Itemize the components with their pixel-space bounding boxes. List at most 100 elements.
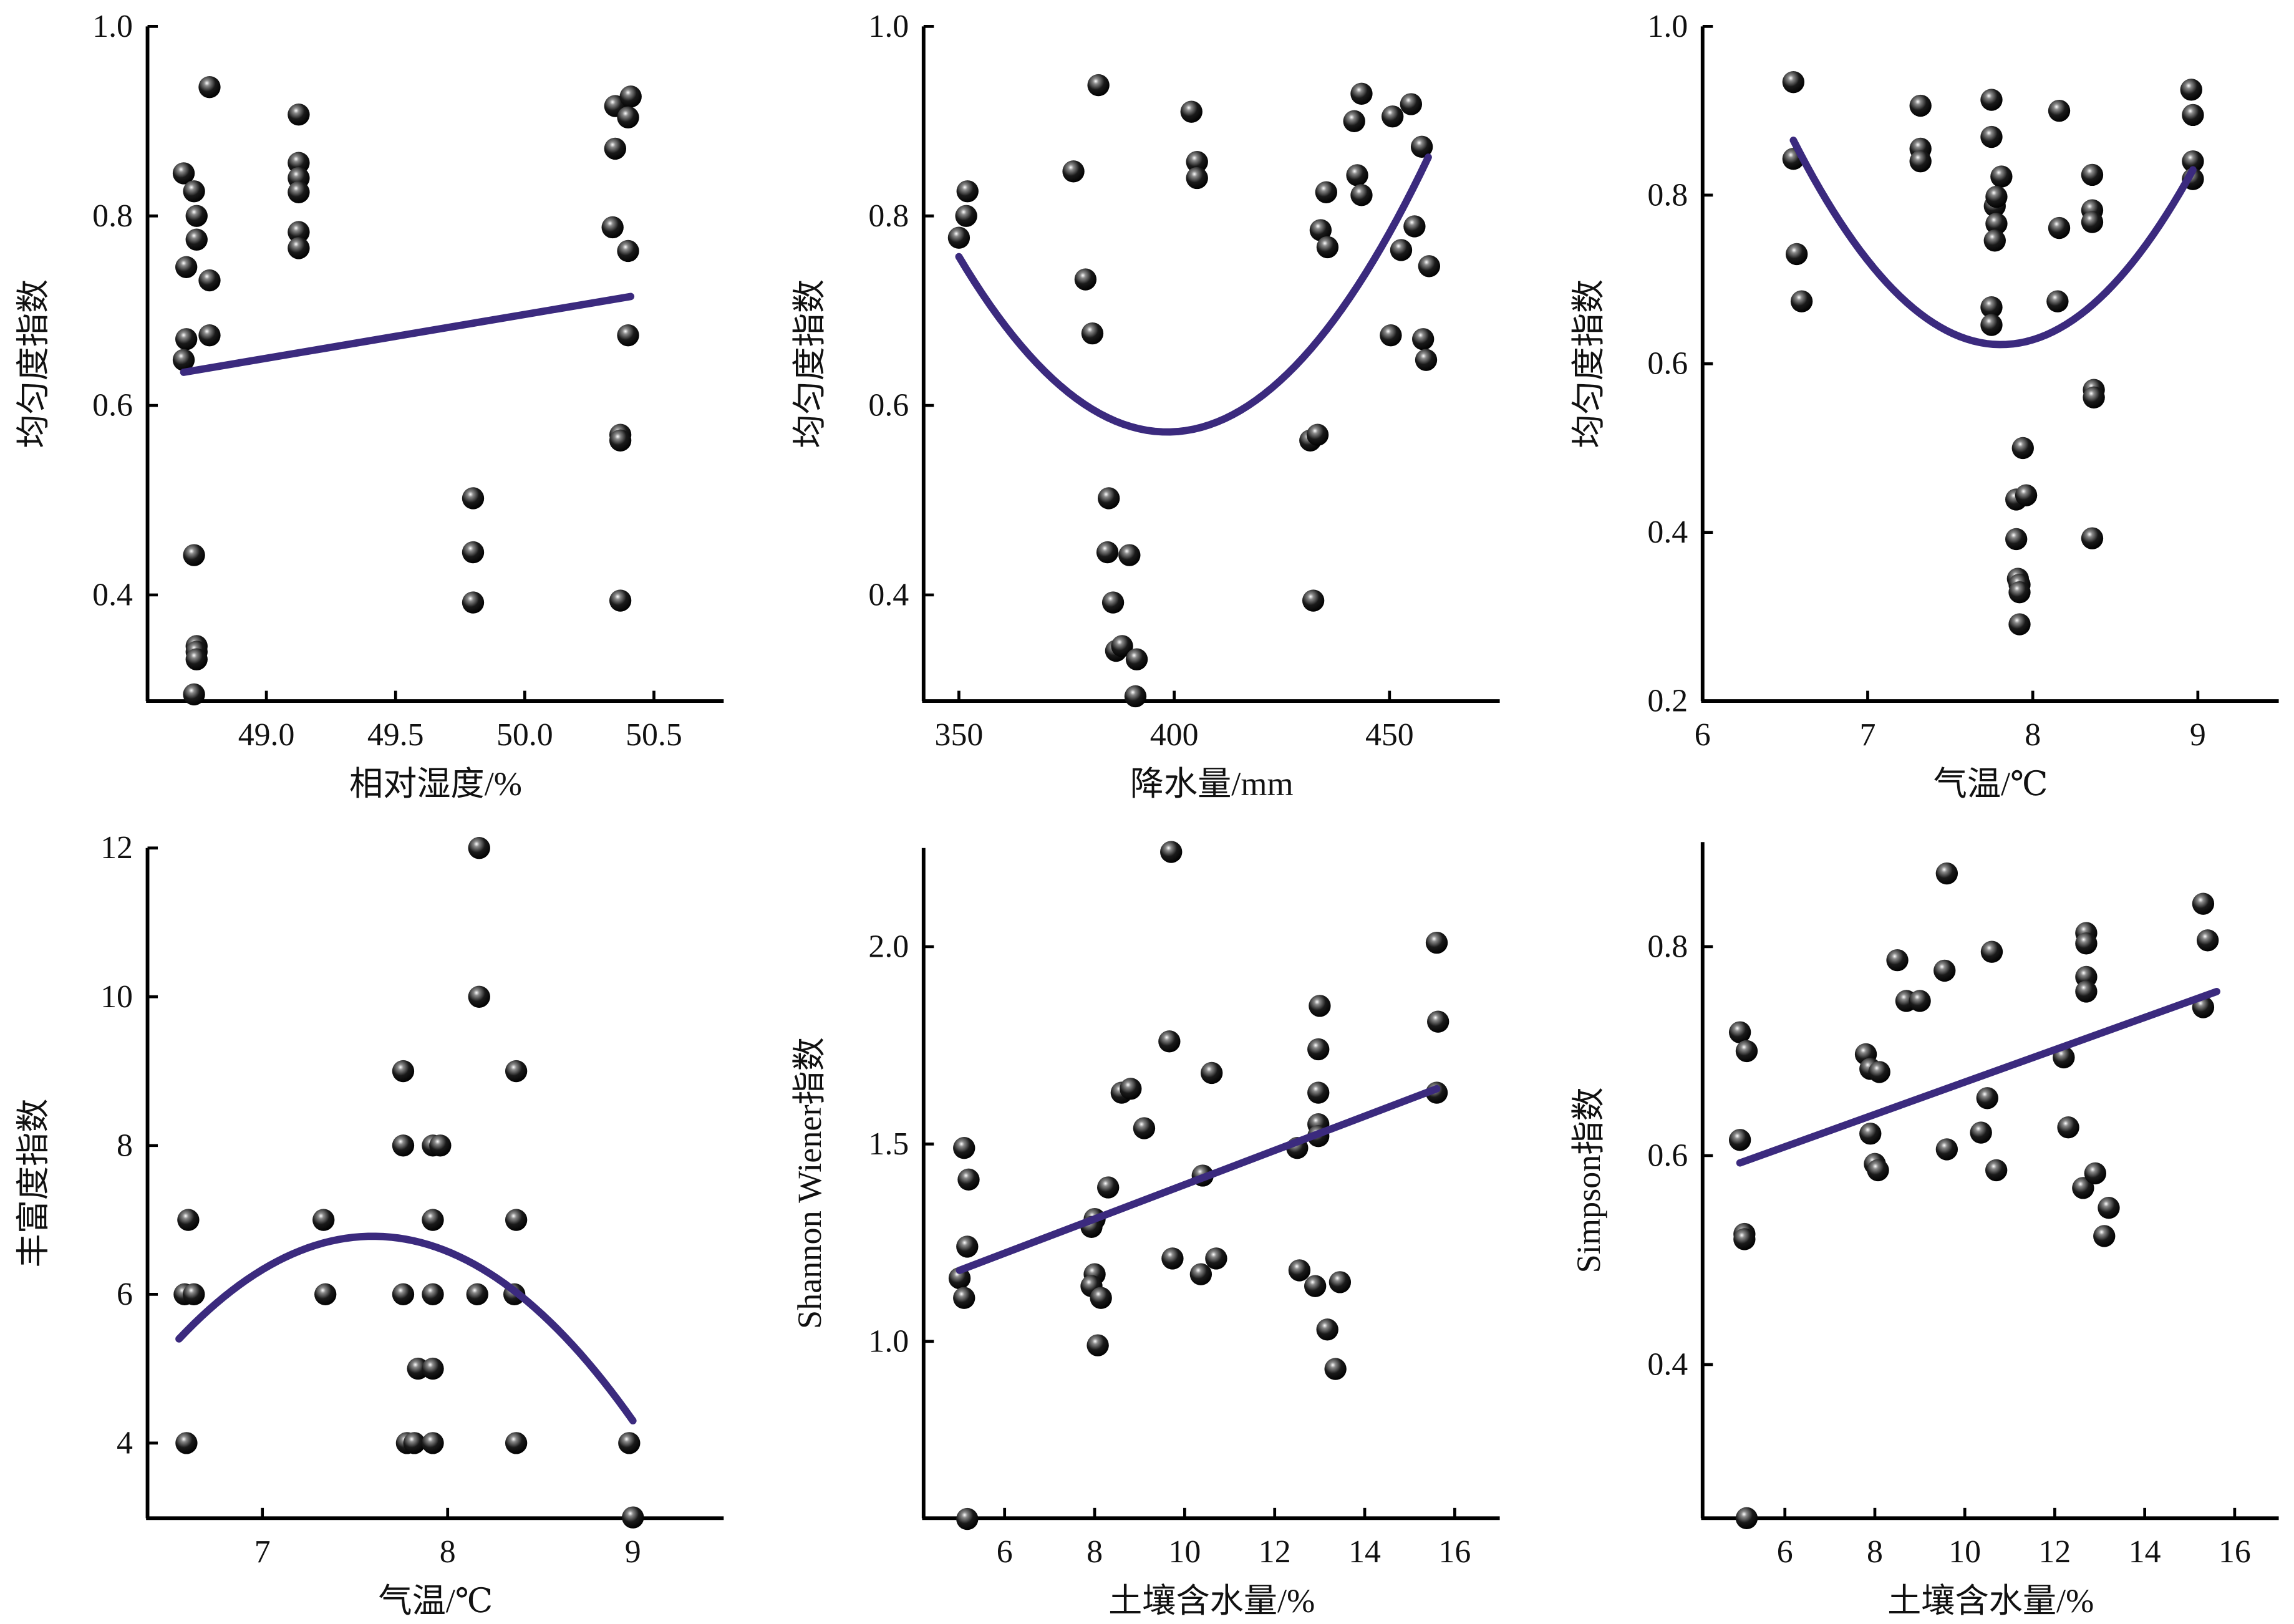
data-point [1161,1247,1184,1270]
data-point [947,226,970,249]
data-point [1097,1176,1120,1199]
data-point [1381,105,1404,128]
data-point [1970,1121,1992,1144]
data-point [601,216,624,239]
data-point [604,137,627,160]
data-point [1090,1287,1112,1309]
data-point [956,1507,979,1530]
data-point [1201,1061,1223,1085]
data-point [1980,125,2003,148]
data-point [1790,290,1813,312]
data-point [1316,1318,1338,1341]
data-point [2182,104,2204,127]
data-point [1125,648,1148,670]
data-point [1309,995,1331,1017]
x-tick-label: 10 [1948,1534,1981,1570]
data-point [172,349,195,371]
y-tick-label: 0.4 [1647,1347,1688,1383]
y-axis-label: Simpson指数 [1570,1087,1607,1273]
data-point [2008,613,2031,636]
data-point [288,221,310,243]
data-point [1304,1275,1327,1297]
x-tick-label: 7 [1860,717,1876,753]
data-point [1186,167,1208,190]
data-point [505,1060,528,1083]
data-point [2196,929,2219,952]
data-point [1062,160,1085,183]
data-point [1859,1123,1882,1145]
data-point [1909,150,1932,173]
y-tick-label: 1.0 [868,1323,909,1359]
data-point [422,1432,444,1454]
y-tick-label: 0.6 [92,388,133,423]
data-point [1180,100,1203,123]
data-point [1933,959,1956,982]
data-point [1390,239,1413,261]
x-tick-label: 6 [1777,1534,1793,1570]
data-point [2081,527,2104,549]
data-point [183,1283,205,1306]
y-tick-label: 2.0 [868,929,909,964]
data-point [468,985,490,1008]
y-tick-label: 0.4 [868,577,909,612]
data-point [1412,328,1435,350]
x-tick-label: 10 [1168,1534,1201,1570]
data-point [1400,93,1423,115]
data-point [1728,1129,1751,1151]
x-tick-label: 400 [1150,717,1199,753]
y-tick-label: 4 [117,1425,133,1461]
y-tick-label: 8 [117,1128,133,1163]
data-point [2083,386,2105,409]
data-point [1980,314,2003,336]
fit-line [955,153,1432,436]
data-point [1728,1021,1751,1043]
data-point [1189,1263,1212,1285]
x-tick-label: 7 [254,1534,271,1570]
data-point [1980,89,2003,111]
x-axis-label: 土壤含水量/% [1108,1582,1315,1620]
data-point [2182,150,2204,173]
data-point [1288,1259,1311,1282]
data-point [177,1209,200,1231]
data-point [953,1137,975,1159]
data-point [956,1235,979,1258]
data-point [429,1134,452,1157]
x-tick-label: 450 [1365,717,1414,753]
data-point [957,1168,980,1191]
x-tick-label: 12 [2039,1534,2071,1570]
y-tick-label: 0.8 [1647,929,1688,964]
y-tick-label: 1.0 [92,9,133,44]
data-point [422,1209,444,1231]
data-point [2072,1177,2094,1199]
data-point [2084,1162,2107,1185]
data-point [403,1432,425,1454]
y-tick-label: 0.2 [1647,684,1688,719]
data-point [2011,437,2034,460]
data-point [185,228,208,251]
y-tick-label: 1.5 [868,1126,909,1162]
data-point [2048,99,2071,122]
x-tick-label: 12 [1259,1534,1291,1570]
data-point [2048,216,2071,239]
y-axis-label: 丰富度指数 [15,1099,52,1268]
y-tick-label: 10 [100,979,133,1015]
data-point [2192,892,2215,915]
data-point [312,1209,335,1231]
x-tick-label: 9 [625,1534,641,1570]
y-axis-label: 均匀度指数 [1570,279,1607,448]
data-point [468,837,490,859]
data-point [1785,243,1808,266]
data-point [1087,74,1110,97]
data-point [618,1432,641,1454]
data-point [1205,1247,1227,1270]
data-point [288,152,310,174]
x-tick-label: 14 [1348,1534,1381,1570]
data-point [505,1432,528,1454]
data-point [1302,589,1325,612]
data-point [1315,181,1338,203]
data-point [183,180,205,203]
x-axis-label: 气温/℃ [378,1582,493,1620]
data-point [175,1432,198,1454]
fit-line [180,292,635,376]
